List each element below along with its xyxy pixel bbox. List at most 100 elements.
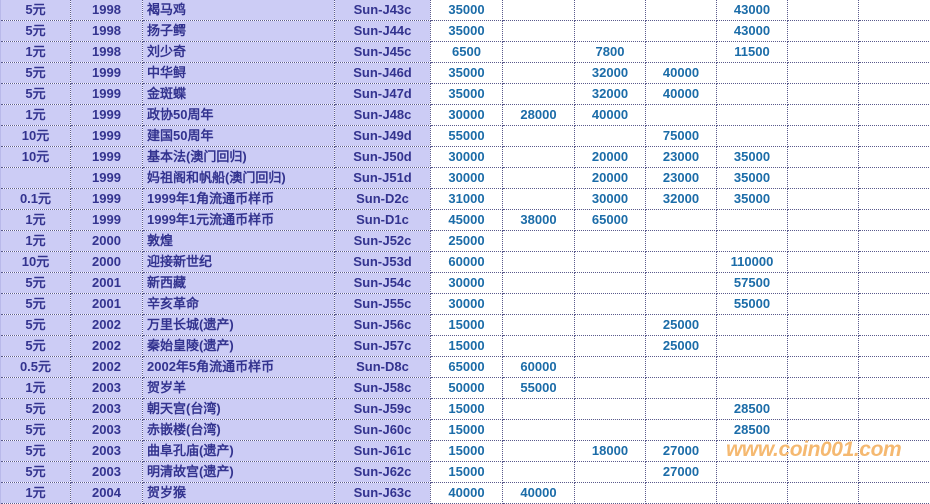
price-cell-7 (859, 63, 930, 84)
price-cell-7 (859, 126, 930, 147)
price-cell-6 (788, 0, 859, 21)
price-cell-7 (859, 210, 930, 231)
price-cell-4: 23000 (646, 147, 717, 168)
price-cell-4 (646, 21, 717, 42)
price-cell-1: 55000 (431, 126, 503, 147)
year-cell: 1998 (71, 0, 143, 21)
price-cell-7 (859, 0, 930, 21)
year-cell: 2003 (71, 462, 143, 483)
price-cell-4: 25000 (646, 336, 717, 357)
year-cell: 2002 (71, 336, 143, 357)
denomination-cell: 5元 (1, 21, 71, 42)
price-cell-6 (788, 147, 859, 168)
year-cell: 2001 (71, 273, 143, 294)
coin-name-cell: 基本法(澳门回归) (143, 147, 335, 168)
catalog-number-cell: Sun-D8c (335, 357, 431, 378)
price-cell-2: 55000 (503, 378, 575, 399)
price-cell-5 (717, 105, 788, 126)
price-cell-7 (859, 42, 930, 63)
price-cell-3 (575, 273, 646, 294)
coin-name-cell: 明清故宫(遗产) (143, 462, 335, 483)
price-cell-1: 60000 (431, 252, 503, 273)
coin-name-cell: 政协50周年 (143, 105, 335, 126)
price-cell-2 (503, 189, 575, 210)
price-cell-6 (788, 315, 859, 336)
year-cell: 1999 (71, 168, 143, 189)
price-cell-3 (575, 231, 646, 252)
price-cell-3: 7800 (575, 42, 646, 63)
price-cell-3 (575, 252, 646, 273)
price-cell-6 (788, 483, 859, 504)
price-cell-5: 35000 (717, 189, 788, 210)
price-cell-7 (859, 231, 930, 252)
price-cell-4: 25000 (646, 315, 717, 336)
price-cell-5 (717, 315, 788, 336)
price-cell-3 (575, 126, 646, 147)
price-cell-2 (503, 462, 575, 483)
price-cell-6 (788, 399, 859, 420)
denomination-cell: 0.5元 (1, 357, 71, 378)
denomination-cell: 5元 (1, 84, 71, 105)
price-cell-2 (503, 294, 575, 315)
price-cell-1: 50000 (431, 378, 503, 399)
year-cell: 2001 (71, 294, 143, 315)
price-cell-1: 30000 (431, 147, 503, 168)
price-cell-1: 45000 (431, 210, 503, 231)
price-cell-1: 30000 (431, 105, 503, 126)
year-cell: 1998 (71, 42, 143, 63)
coin-name-cell: 敦煌 (143, 231, 335, 252)
price-cell-3: 20000 (575, 147, 646, 168)
price-cell-3: 30000 (575, 189, 646, 210)
price-cell-2 (503, 315, 575, 336)
price-cell-1: 15000 (431, 462, 503, 483)
price-cell-7 (859, 441, 930, 462)
price-cell-1: 30000 (431, 168, 503, 189)
price-cell-7 (859, 273, 930, 294)
year-cell: 2003 (71, 378, 143, 399)
price-cell-1: 6500 (431, 42, 503, 63)
price-cell-4 (646, 378, 717, 399)
price-cell-7 (859, 105, 930, 126)
price-cell-5 (717, 378, 788, 399)
price-cell-2 (503, 252, 575, 273)
price-cell-2: 40000 (503, 483, 575, 504)
catalog-number-cell: Sun-J57c (335, 336, 431, 357)
price-cell-5 (717, 483, 788, 504)
year-cell: 2000 (71, 231, 143, 252)
catalog-number-cell: Sun-J48c (335, 105, 431, 126)
price-cell-7 (859, 336, 930, 357)
price-cell-6 (788, 42, 859, 63)
coin-name-cell: 曲阜孔庙(遗产) (143, 441, 335, 462)
year-cell: 1999 (71, 126, 143, 147)
price-cell-2 (503, 84, 575, 105)
catalog-number-cell: Sun-D2c (335, 189, 431, 210)
price-cell-4 (646, 0, 717, 21)
price-cell-4 (646, 42, 717, 63)
denomination-cell (1, 168, 71, 189)
price-cell-6 (788, 21, 859, 42)
price-cell-3 (575, 462, 646, 483)
price-cell-5: 11500 (717, 42, 788, 63)
price-cell-4: 23000 (646, 168, 717, 189)
price-cell-5: 43000 (717, 0, 788, 21)
catalog-number-cell: Sun-J54c (335, 273, 431, 294)
price-cell-2 (503, 336, 575, 357)
price-cell-1: 35000 (431, 84, 503, 105)
price-cell-4 (646, 294, 717, 315)
price-cell-3 (575, 378, 646, 399)
price-cell-1: 30000 (431, 294, 503, 315)
price-cell-6 (788, 189, 859, 210)
price-cell-5: 57500 (717, 273, 788, 294)
catalog-number-cell: Sun-J52c (335, 231, 431, 252)
price-cell-2 (503, 231, 575, 252)
year-cell: 1999 (71, 105, 143, 126)
catalog-number-cell: Sun-J44c (335, 21, 431, 42)
